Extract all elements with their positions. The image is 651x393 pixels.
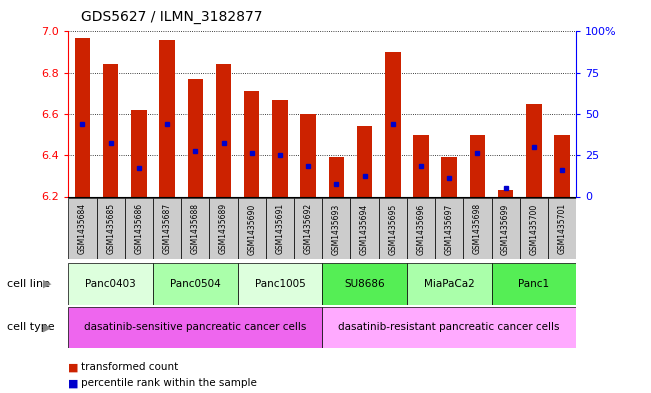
Bar: [322, 263, 407, 305]
Bar: [413, 134, 429, 196]
Text: SU8686: SU8686: [344, 279, 385, 289]
Bar: [498, 190, 514, 196]
Text: GSM1435693: GSM1435693: [332, 203, 341, 255]
Text: ■: ■: [68, 378, 79, 388]
Bar: [300, 114, 316, 196]
Bar: [103, 64, 118, 196]
Bar: [407, 198, 435, 259]
Bar: [153, 198, 181, 259]
Bar: [435, 198, 464, 259]
Bar: [244, 91, 260, 196]
Bar: [492, 263, 576, 305]
Text: GSM1435687: GSM1435687: [163, 203, 172, 255]
Bar: [68, 263, 153, 305]
Bar: [266, 198, 294, 259]
Text: GSM1435692: GSM1435692: [303, 203, 312, 255]
Bar: [385, 52, 400, 196]
Bar: [153, 263, 238, 305]
Bar: [187, 79, 203, 196]
Bar: [379, 198, 407, 259]
Text: GSM1435699: GSM1435699: [501, 203, 510, 255]
Text: Panc1: Panc1: [518, 279, 549, 289]
Text: GSM1435685: GSM1435685: [106, 203, 115, 255]
Text: GSM1435688: GSM1435688: [191, 204, 200, 254]
Bar: [238, 198, 266, 259]
Text: ▶: ▶: [42, 322, 51, 332]
Text: ▶: ▶: [42, 279, 51, 289]
Bar: [469, 134, 485, 196]
Text: Panc0403: Panc0403: [85, 279, 136, 289]
Bar: [215, 64, 231, 196]
Text: GSM1435698: GSM1435698: [473, 203, 482, 255]
Bar: [554, 134, 570, 196]
Text: GSM1435697: GSM1435697: [445, 203, 454, 255]
Bar: [68, 198, 96, 259]
Bar: [329, 157, 344, 196]
Bar: [125, 198, 153, 259]
Text: GSM1435694: GSM1435694: [360, 203, 369, 255]
Bar: [407, 263, 492, 305]
Bar: [322, 307, 576, 348]
Bar: [548, 198, 576, 259]
Text: GSM1435689: GSM1435689: [219, 203, 228, 255]
Text: GSM1435701: GSM1435701: [557, 203, 566, 255]
Text: GDS5627 / ILMN_3182877: GDS5627 / ILMN_3182877: [81, 9, 263, 24]
Bar: [272, 99, 288, 196]
Bar: [464, 198, 492, 259]
Text: transformed count: transformed count: [81, 362, 178, 373]
Text: GSM1435686: GSM1435686: [134, 203, 143, 255]
Text: GSM1435690: GSM1435690: [247, 203, 256, 255]
Bar: [68, 307, 322, 348]
Text: GSM1435695: GSM1435695: [388, 203, 397, 255]
Text: GSM1435696: GSM1435696: [417, 203, 426, 255]
Text: ■: ■: [68, 362, 79, 373]
Bar: [322, 198, 350, 259]
Bar: [350, 198, 379, 259]
Bar: [526, 104, 542, 196]
Bar: [96, 198, 125, 259]
Text: MiaPaCa2: MiaPaCa2: [424, 279, 475, 289]
Bar: [441, 157, 457, 196]
Bar: [294, 198, 322, 259]
Text: GSM1435684: GSM1435684: [78, 203, 87, 255]
Text: cell line: cell line: [7, 279, 49, 289]
Bar: [181, 198, 210, 259]
Text: Panc1005: Panc1005: [255, 279, 305, 289]
Bar: [238, 263, 322, 305]
Bar: [492, 198, 519, 259]
Text: dasatinib-resistant pancreatic cancer cells: dasatinib-resistant pancreatic cancer ce…: [339, 322, 560, 332]
Text: GSM1435700: GSM1435700: [529, 203, 538, 255]
Bar: [75, 38, 90, 197]
Text: percentile rank within the sample: percentile rank within the sample: [81, 378, 257, 388]
Bar: [357, 127, 372, 196]
Text: cell type: cell type: [7, 322, 54, 332]
Text: dasatinib-sensitive pancreatic cancer cells: dasatinib-sensitive pancreatic cancer ce…: [84, 322, 307, 332]
Bar: [519, 198, 548, 259]
Bar: [131, 110, 146, 196]
Bar: [159, 40, 175, 197]
Text: Panc0504: Panc0504: [170, 279, 221, 289]
Text: GSM1435691: GSM1435691: [275, 203, 284, 255]
Bar: [210, 198, 238, 259]
